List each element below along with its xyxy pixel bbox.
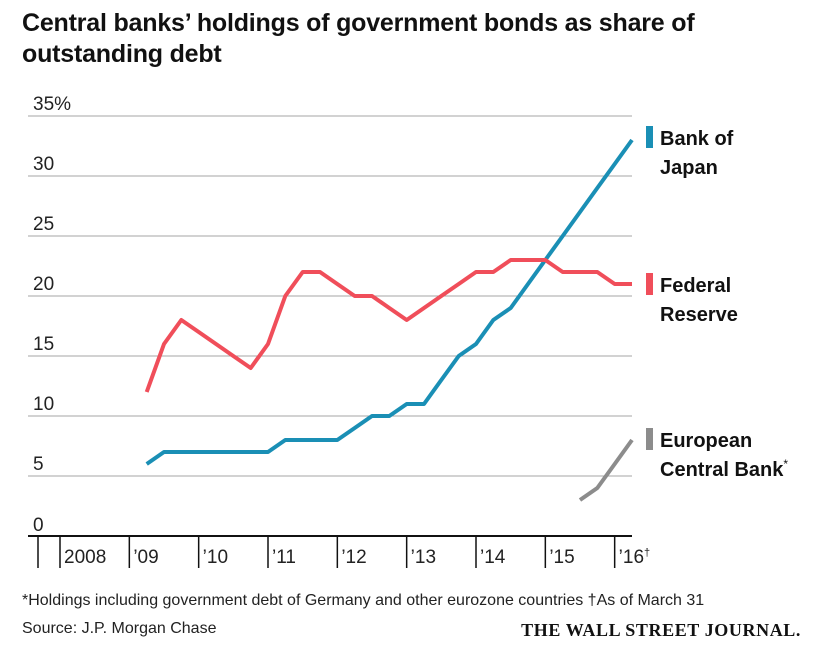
x-tick-label: ’11 xyxy=(272,547,296,568)
legend-item: Bank of Japan xyxy=(646,126,734,179)
y-tick-label: 5 xyxy=(33,454,44,475)
legend-swatch xyxy=(646,126,653,148)
series-line-1 xyxy=(144,258,632,393)
y-axis-tick-labels: 0 5 10 15 20 25 30 35% xyxy=(33,94,71,536)
legend-label: European xyxy=(660,430,752,452)
legend-label: Reserve xyxy=(660,304,738,326)
gridlines xyxy=(28,115,632,477)
x-axis: 2008 ’09 ’10 ’11 ’12 ’13 ’14 ’15 ’16† xyxy=(28,535,650,568)
y-tick-label: 25 xyxy=(33,214,54,235)
x-tick-label: ’16† xyxy=(619,547,650,568)
x-tick-label: ’10 xyxy=(203,547,228,568)
y-tick-label: 20 xyxy=(33,274,54,295)
x-tick-label: ’12 xyxy=(341,547,366,568)
x-tick-label: ’15 xyxy=(549,547,574,568)
series-line-2 xyxy=(578,438,634,502)
legend-asterisk: * xyxy=(783,457,788,471)
y-tick-label: 30 xyxy=(33,154,54,175)
y-tick-label: 35% xyxy=(33,94,71,115)
x-tick-label: ’09 xyxy=(133,547,158,568)
series-lines xyxy=(144,138,634,502)
series-line-0 xyxy=(145,138,634,466)
x-tick-suffix: † xyxy=(644,547,650,559)
legend-item: Federal Reserve xyxy=(646,273,738,326)
x-tick-label: ’13 xyxy=(411,547,436,568)
legend-label: Bank of xyxy=(660,128,734,150)
y-tick-label: 0 xyxy=(33,515,44,536)
legend-swatch xyxy=(646,273,653,295)
legend-item: European Central Bank* xyxy=(646,428,788,481)
legend-swatch xyxy=(646,428,653,450)
x-tick-label: 2008 xyxy=(64,547,106,568)
x-tick-label: ’14 xyxy=(480,547,506,568)
y-tick-label: 10 xyxy=(33,394,54,415)
legend-label: Central Bank* xyxy=(660,457,788,481)
chart-title: Central banks’ holdings of government bo… xyxy=(22,9,695,68)
y-tick-label: 15 xyxy=(33,334,54,355)
publisher-logo: THE WALL STREET JOURNAL. xyxy=(521,620,801,640)
legend-label: Japan xyxy=(660,157,718,179)
line-chart: 0 5 10 15 20 25 30 35% 2008 ’09 ’10 ’11 ’12 ’13 ’14 ’1… xyxy=(28,94,788,568)
footnote: *Holdings including government debt of G… xyxy=(22,592,705,609)
source-note: Source: J.P. Morgan Chase xyxy=(22,620,217,637)
legend-label: Federal xyxy=(660,275,731,297)
legend: Bank of Japan Federal Reserve European Centra… xyxy=(646,126,788,481)
